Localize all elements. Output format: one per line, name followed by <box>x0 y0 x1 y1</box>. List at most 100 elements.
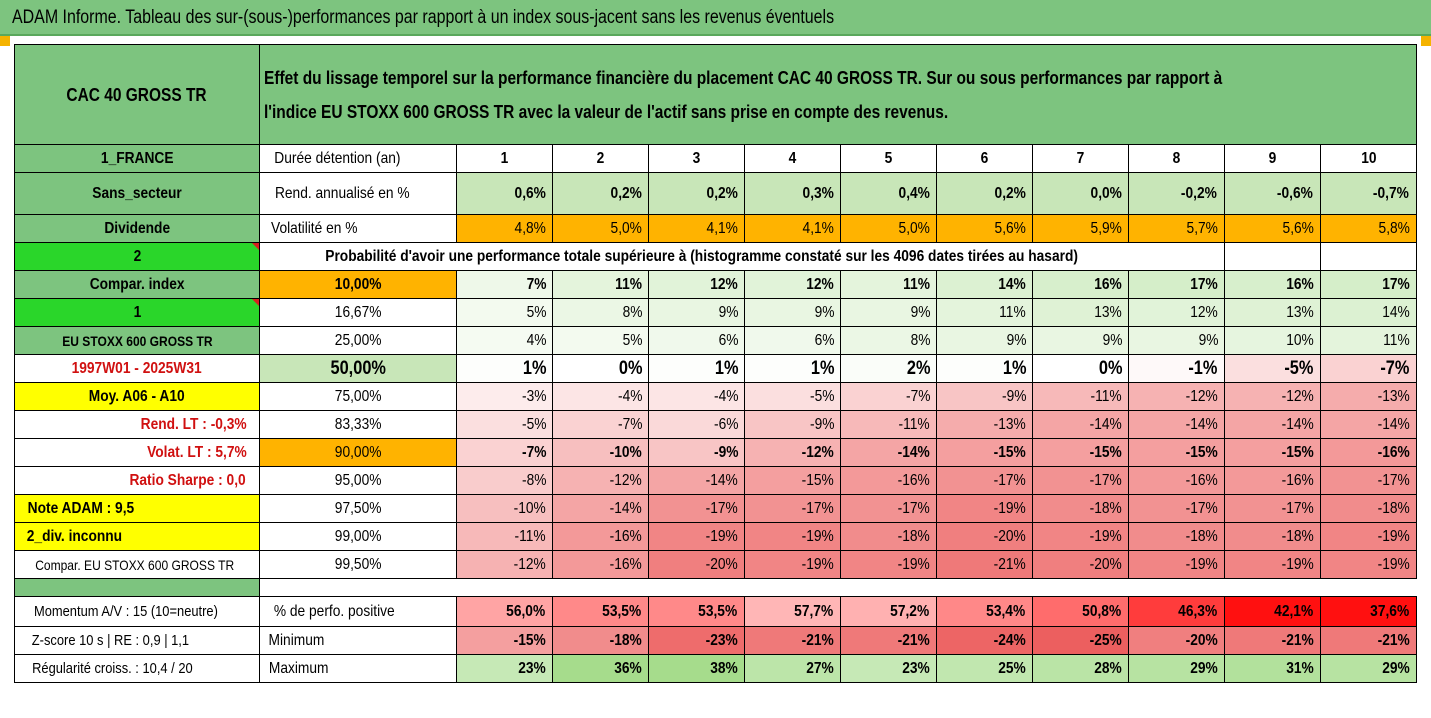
percentile-cell-text: -16% <box>1185 471 1218 489</box>
maximum-value-text: 28% <box>1094 659 1122 677</box>
maximum-value: 28% <box>1032 654 1129 683</box>
rend-value-text: 0,2% <box>706 184 738 202</box>
percentile-cell: 1% <box>744 354 841 383</box>
percentile-cell-text: 9% <box>814 303 835 321</box>
years-row: 1_FRANCE Durée détention (an) 1 2 3 4 5 6 7 8 9 10 <box>14 144 1418 173</box>
period-label-text: 1997W01 - 2025W31 <box>71 359 203 377</box>
percentile-cell: -12% <box>1224 382 1321 411</box>
percentile-cell-text: -19% <box>1089 527 1122 545</box>
percentile-cell: -12% <box>1128 382 1225 411</box>
maximum-value-text: 23% <box>518 659 546 677</box>
minimum-value: -15% <box>456 626 553 655</box>
rend-value: 0,0% <box>1032 172 1129 215</box>
zscore-label: Z-score 10 s | RE : 0,9 | 1,1 <box>14 626 260 655</box>
percentile-cell-text: -17% <box>1377 471 1410 489</box>
percentile-row: Ratio Sharpe : 0,0 95,00% -8% -12% -14% -15% -… <box>14 466 1418 495</box>
percentile-cell: -19% <box>936 494 1033 523</box>
percentile-cell: -19% <box>648 522 745 551</box>
percentile-cell: -9% <box>648 438 745 467</box>
rend-value: 0,2% <box>936 172 1033 215</box>
perf-pos-value-text: 53,4% <box>985 602 1025 620</box>
proba-empty <box>1319 242 1418 271</box>
percentile-cell: -16% <box>1224 466 1321 495</box>
percentile-cell: -14% <box>1319 410 1418 439</box>
percentile-cell: 12% <box>744 270 841 299</box>
volat-value: 4,1% <box>648 214 745 243</box>
year-header-text: 10 <box>1360 149 1377 167</box>
maximum-row: Régularité croiss. : 10,4 / 20 Maximum 23%… <box>14 654 1418 683</box>
percentile-cell: -11% <box>840 410 937 439</box>
percentile-cell: -16% <box>840 466 937 495</box>
percentile-cell: -14% <box>1032 410 1129 439</box>
percentile-cell-text: -19% <box>993 499 1026 517</box>
year-header-text: 9 <box>1268 149 1277 167</box>
percentile-cell: -8% <box>456 466 553 495</box>
percentile-cell: -12% <box>744 438 841 467</box>
rend-value-text: -0,2% <box>1181 184 1218 202</box>
percentile-value-text: 99,50% <box>334 555 382 573</box>
zscore-label-text: Z-score 10 s | RE : 0,9 | 1,1 <box>31 631 190 649</box>
corner-marker-left <box>0 36 10 46</box>
percentile-cell-text: -19% <box>1377 527 1410 545</box>
percentile-cell-text: -12% <box>801 443 834 461</box>
percentile-cell-text: -10% <box>513 499 546 517</box>
rend-value-text: 0,2% <box>994 184 1026 202</box>
percentile-cell-text: -21% <box>993 555 1026 573</box>
percentile-cell-text: -4% <box>617 387 643 405</box>
minimum-row: Z-score 10 s | RE : 0,9 | 1,1 Minimum -15%… <box>14 626 1418 655</box>
minimum-value: -21% <box>1224 626 1321 655</box>
percentile-cell: 14% <box>936 270 1033 299</box>
header-description-line-2: l'indice EU STOXX 600 GROSS TR avec la v… <box>264 101 949 122</box>
percentile-cell: -9% <box>936 382 1033 411</box>
proba-row: 2 Probabilité d'avoir une performance tot… <box>14 242 1418 271</box>
rend-value-text: -0,6% <box>1277 184 1314 202</box>
percentile-cell: 9% <box>1032 326 1129 355</box>
percentile-cell-text: 17% <box>1382 275 1410 293</box>
percentile-cell: 13% <box>1032 298 1129 327</box>
percentile-cell-text: -19% <box>705 527 738 545</box>
perf-pos-label: % de perfo. positive <box>259 596 457 627</box>
percentile-cell: 0% <box>1032 354 1129 383</box>
perf-pos-label-text: % de perfo. positive <box>273 602 395 620</box>
minimum-value-text: -21% <box>1281 631 1314 649</box>
minimum-value-text: -21% <box>1377 631 1410 649</box>
percentile-cell: -7% <box>840 382 937 411</box>
proba-label-text: Probabilité d'avoir une performance tota… <box>325 247 1078 265</box>
rend-lt-label: Rend. LT : -0,3% <box>14 410 260 439</box>
percentile-cell: -5% <box>744 382 841 411</box>
percentile-cell: -13% <box>936 410 1033 439</box>
year-header: 8 <box>1128 144 1225 173</box>
percentile-cell-text: -7% <box>617 415 643 433</box>
rend-value: 0,2% <box>648 172 745 215</box>
percentile-cell-text: -19% <box>801 527 834 545</box>
percentile-cell-text: 8% <box>622 303 643 321</box>
percentile-cell: 11% <box>552 270 649 299</box>
corner-marker-right <box>1421 36 1431 46</box>
volat-value-text: 4,1% <box>706 219 738 237</box>
percentile-cell-text: -18% <box>1281 527 1314 545</box>
fund-name: CAC 40 GROSS TR <box>14 44 260 145</box>
year-header-text: 2 <box>596 149 605 167</box>
volat-value-text: 4,8% <box>514 219 546 237</box>
percentile-cell: 12% <box>648 270 745 299</box>
percentile-cell: 9% <box>648 298 745 327</box>
percentile-cell-text: -11% <box>898 415 930 433</box>
percentile-cell: -11% <box>1032 382 1129 411</box>
percentile-cell-text: -18% <box>1185 527 1218 545</box>
percentile-cell: -5% <box>456 410 553 439</box>
maximum-value: 29% <box>1128 654 1225 683</box>
percentile-cell: -11% <box>456 522 553 551</box>
percentile-value-text: 90,00% <box>334 443 382 461</box>
percentile-cell-text: 11% <box>999 303 1026 321</box>
country-label-text: 1_FRANCE <box>100 149 174 167</box>
year-header-text: 6 <box>980 149 989 167</box>
perf-pos-value: 46,3% <box>1128 596 1225 627</box>
percentile-cell-text: -11% <box>514 527 546 545</box>
percentile-cell-text: -6% <box>713 415 739 433</box>
percentile-value-text: 10,00% <box>334 275 382 293</box>
percentile-cell: -19% <box>1224 550 1321 579</box>
percentile-cell-text: 11% <box>1383 331 1410 349</box>
percentile-cell: -4% <box>648 382 745 411</box>
percentile-cell-text: -13% <box>1377 387 1410 405</box>
perf-pos-value: 53,5% <box>648 596 745 627</box>
